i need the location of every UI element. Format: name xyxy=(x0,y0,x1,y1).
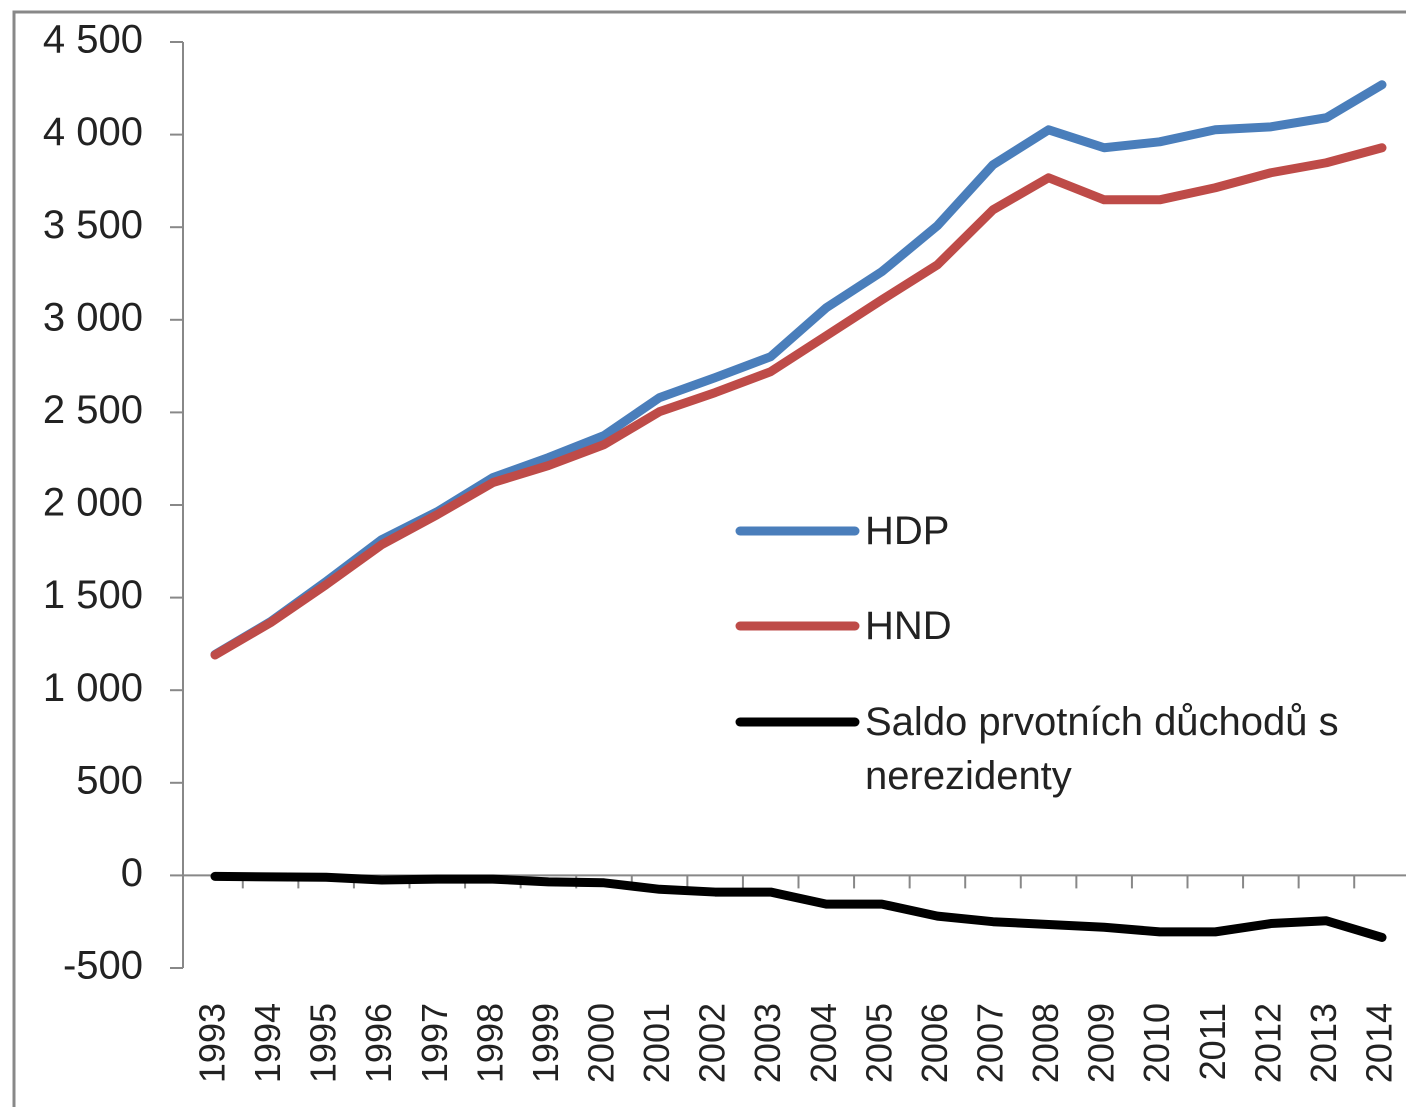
x-tick-label: 2007 xyxy=(970,1003,1011,1083)
x-tick-label: 2008 xyxy=(1025,1003,1066,1083)
x-tick-label: 2013 xyxy=(1303,1003,1344,1083)
x-tick-label: 1995 xyxy=(303,1003,344,1083)
y-tick-label: 4 000 xyxy=(43,110,143,154)
x-tick-label: 1997 xyxy=(414,1003,455,1083)
x-tick-label: 2004 xyxy=(803,1003,844,1083)
y-tick-label: 3 500 xyxy=(43,203,143,247)
y-tick-label: 500 xyxy=(76,758,143,802)
y-tick-label: 0 xyxy=(121,851,143,895)
y-tick-label: 1 000 xyxy=(43,666,143,710)
x-tick-label: 2002 xyxy=(692,1003,733,1083)
y-tick-label: 2 000 xyxy=(43,481,143,525)
x-tick-label: 1996 xyxy=(358,1003,399,1083)
x-tick-label: 2005 xyxy=(858,1003,899,1083)
line-series xyxy=(210,871,1387,942)
y-tick-label: 4 500 xyxy=(43,18,143,62)
x-tick-label: 2006 xyxy=(914,1003,955,1083)
x-tick-label: 1994 xyxy=(247,1003,288,1083)
y-tick-label: 1 500 xyxy=(43,573,143,617)
x-tick-label: 2014 xyxy=(1359,1003,1400,1083)
legend-label: Saldo prvotních důchodů s nerezidenty xyxy=(865,700,1339,798)
line-series xyxy=(210,143,1387,660)
legend-label: HND xyxy=(865,604,952,648)
x-tick-label: 1998 xyxy=(469,1003,510,1083)
line-series xyxy=(210,80,1387,659)
x-tick-label: 2011 xyxy=(1192,1003,1233,1080)
y-tick-label: 2 500 xyxy=(43,388,143,432)
x-tick-label: 2012 xyxy=(1247,1003,1288,1083)
x-tick-label: 2001 xyxy=(636,1003,677,1083)
legend-label: HDP xyxy=(865,509,950,553)
frame xyxy=(12,10,1406,1107)
y-tick-label: 3 000 xyxy=(43,295,143,339)
x-tick-label: 2009 xyxy=(1081,1003,1122,1083)
x-tick-label: 2003 xyxy=(747,1003,788,1083)
y-tick-label: -500 xyxy=(63,944,143,988)
x-tick-label: 1999 xyxy=(525,1003,566,1083)
x-tick-label: 2010 xyxy=(1136,1003,1177,1083)
x-tick-label: 1993 xyxy=(192,1003,233,1083)
x-tick-label: 2000 xyxy=(581,1003,622,1083)
